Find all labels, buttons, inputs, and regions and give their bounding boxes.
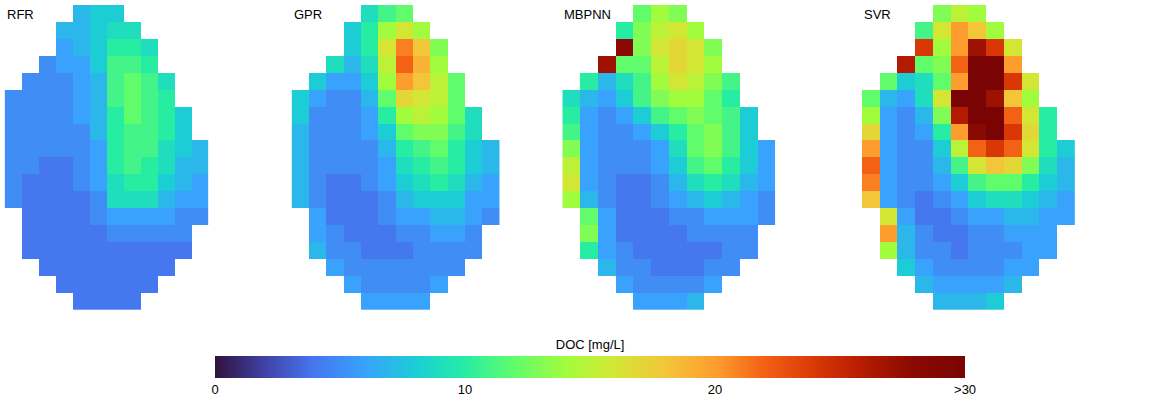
- svg-text:20: 20: [708, 382, 722, 397]
- svg-text:DOC [mg/L]: DOC [mg/L]: [556, 337, 625, 352]
- svg-text:RFR: RFR: [7, 7, 34, 22]
- svg-text:>30: >30: [954, 382, 976, 397]
- svg-text:SVR: SVR: [864, 7, 891, 22]
- svg-text:MBPNN: MBPNN: [564, 7, 611, 22]
- svg-text:0: 0: [211, 382, 218, 397]
- svg-text:10: 10: [458, 382, 472, 397]
- svg-text:GPR: GPR: [294, 7, 322, 22]
